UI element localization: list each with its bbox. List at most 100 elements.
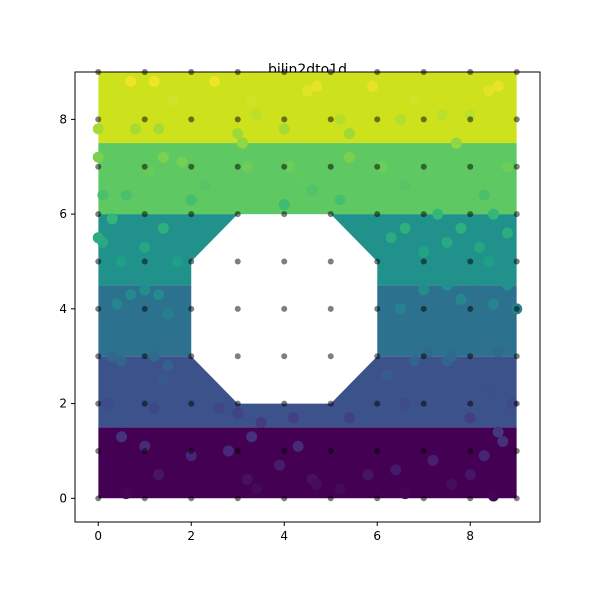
- grid-point: [327, 400, 334, 407]
- scatter-point: [306, 184, 318, 196]
- scatter-point: [148, 350, 160, 362]
- scatter-point: [250, 109, 262, 121]
- scatter-point: [464, 469, 476, 481]
- grid-point: [327, 353, 334, 360]
- scatter-point: [241, 161, 253, 173]
- scatter-point: [381, 369, 393, 381]
- scatter-point: [153, 289, 165, 301]
- scatter-point: [125, 289, 137, 301]
- scatter-point: [376, 161, 388, 173]
- x-tick-label: 4: [280, 529, 288, 543]
- grid-point: [327, 211, 334, 218]
- scatter-point: [157, 151, 169, 163]
- grid-point: [420, 305, 427, 312]
- scatter-point: [455, 293, 467, 305]
- grid-point: [513, 211, 520, 218]
- scatter-point: [120, 379, 132, 391]
- scatter-point: [274, 459, 286, 471]
- contour-band: [98, 356, 517, 428]
- scatter-point: [120, 189, 132, 201]
- scatter-point: [116, 431, 127, 443]
- grid-point: [327, 163, 334, 170]
- grid-point: [281, 258, 288, 265]
- scatter-point: [292, 440, 304, 452]
- grid-point: [141, 211, 148, 218]
- scatter-point: [501, 279, 513, 291]
- scatter-point: [408, 355, 420, 367]
- contour-band: [98, 72, 517, 144]
- scatter-point: [171, 255, 183, 267]
- y-axis: 0 2 4 6 8: [59, 112, 75, 505]
- grid-point: [467, 447, 474, 454]
- grid-point: [234, 116, 241, 123]
- x-tick-label: 0: [94, 529, 102, 543]
- x-tick-label: 6: [373, 529, 381, 543]
- x-tick-label: 2: [187, 529, 195, 543]
- grid-point: [234, 353, 241, 360]
- scatter-point: [408, 94, 420, 106]
- grid-point: [420, 258, 427, 265]
- grid-point: [513, 447, 520, 454]
- scatter-point: [432, 331, 444, 343]
- scatter-point: [97, 189, 109, 201]
- grid-point: [281, 305, 288, 312]
- scatter-point: [278, 199, 290, 211]
- grid-point: [374, 116, 381, 123]
- grid-point: [188, 400, 195, 407]
- scatter-point: [418, 246, 430, 258]
- scatter-point: [343, 151, 355, 163]
- grid-point: [141, 305, 148, 312]
- grid-point: [95, 211, 102, 218]
- grid-point: [374, 258, 381, 265]
- grid-point: [281, 400, 288, 407]
- grid-point: [374, 447, 381, 454]
- scatter-point: [362, 469, 374, 481]
- grid-point: [281, 353, 288, 360]
- grid-point: [467, 305, 474, 312]
- scatter-point: [399, 488, 411, 500]
- grid-point: [281, 495, 288, 502]
- grid-point: [95, 305, 102, 312]
- grid-point: [374, 495, 381, 502]
- grid-point: [281, 211, 288, 218]
- scatter-point: [464, 412, 476, 424]
- scatter-point: [492, 426, 504, 438]
- scatter-point: [102, 398, 114, 410]
- scatter-point: [501, 161, 513, 173]
- scatter-point: [506, 398, 518, 410]
- scatter-point: [488, 208, 499, 220]
- grid-point: [188, 116, 195, 123]
- scatter-point: [390, 464, 402, 476]
- scatter-point: [157, 222, 169, 234]
- grid-point: [513, 163, 520, 170]
- grid-point: [281, 116, 288, 123]
- scatter-point: [241, 473, 253, 485]
- grid-point: [467, 258, 474, 265]
- scatter-point: [92, 123, 104, 135]
- scatter-point: [153, 469, 165, 481]
- grid-point: [141, 116, 148, 123]
- y-tick-label: 6: [59, 207, 67, 221]
- grid-point: [95, 447, 102, 454]
- grid-point: [374, 211, 381, 218]
- grid-point: [141, 400, 148, 407]
- scatter-point: [395, 303, 406, 315]
- grid-point: [327, 495, 334, 502]
- scatter-point: [302, 85, 313, 97]
- scatter-point: [478, 336, 490, 348]
- scatter-point: [92, 232, 104, 244]
- grid-point: [234, 258, 241, 265]
- grid-point: [420, 495, 427, 502]
- grid-point: [513, 258, 520, 265]
- grid-point: [188, 495, 195, 502]
- scatter-point: [446, 478, 458, 490]
- grid-points: [95, 69, 520, 502]
- scatter-point: [106, 350, 118, 362]
- scatter-point: [139, 284, 151, 296]
- grid-point: [467, 353, 474, 360]
- scatter-point: [162, 308, 174, 320]
- scatter-point: [148, 402, 160, 414]
- scatter-point: [116, 255, 127, 267]
- grid-point: [513, 305, 520, 312]
- scatter-point: [120, 488, 132, 500]
